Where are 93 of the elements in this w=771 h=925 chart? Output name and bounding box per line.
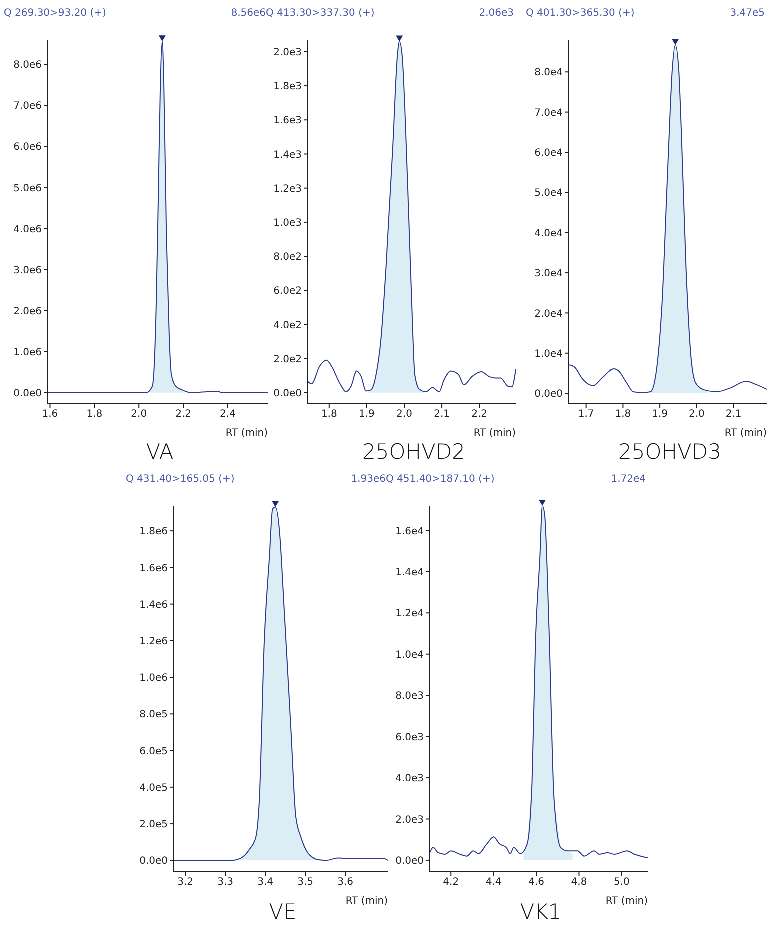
y-tick-label: 1.4e6 xyxy=(140,600,168,611)
x-tick-label: 1.8 xyxy=(615,409,632,420)
y-tick-label: 0.0e0 xyxy=(534,389,563,400)
x-tick-label: 2.1 xyxy=(726,409,742,420)
y-tick-label: 1.8e6 xyxy=(140,526,168,538)
x-tick-label: 2.0 xyxy=(396,409,412,420)
y-tick-label: 8.0e4 xyxy=(534,68,563,79)
y-tick-label: 2.0e2 xyxy=(274,354,302,366)
y-tick-label: 2.0e3 xyxy=(396,814,424,826)
y-tick-label: 4.0e3 xyxy=(396,774,424,785)
y-tick-label: 2.0e3 xyxy=(274,47,302,58)
x-tick-label: 1.7 xyxy=(578,409,594,420)
y-tick-label: 8.0e2 xyxy=(274,252,302,264)
y-tick-label: 1.2e4 xyxy=(396,608,424,620)
x-tick-label: 3.4 xyxy=(258,877,274,888)
x-tick-label: 5.0 xyxy=(614,877,630,888)
y-tick-label: 5.0e6 xyxy=(14,183,42,194)
y-tick-label: 2.0e5 xyxy=(140,820,168,831)
text: VE xyxy=(269,900,297,924)
text: 8.56e6 xyxy=(231,8,266,19)
text: VK1 xyxy=(520,900,562,924)
y-tick-label: 1.6e4 xyxy=(396,526,424,538)
y-tick-label: 1.4e4 xyxy=(396,567,424,578)
y-tick-label: 1.0e6 xyxy=(140,673,168,684)
x-tick-label: 3.5 xyxy=(298,877,314,888)
x-tick-label: 4.2 xyxy=(443,877,460,888)
y-tick-label: 5.0e4 xyxy=(534,188,563,200)
y-tick-label: 3.0e4 xyxy=(534,268,563,280)
y-tick-label: 6.0e3 xyxy=(396,732,424,744)
y-tick-label: 1.0e3 xyxy=(274,218,302,229)
x-tick-label: 2.2 xyxy=(176,409,192,420)
x-tick-label: 1.9 xyxy=(652,409,668,420)
y-tick-label: 6.0e2 xyxy=(274,286,302,298)
y-tick-label: 6.0e4 xyxy=(534,148,563,160)
y-tick-label: 0.0e0 xyxy=(396,856,424,868)
chart-title: Q 413.30>337.30 (+) xyxy=(266,8,375,19)
text: 25OHVD3 xyxy=(618,440,722,464)
chart-title: Q 401.30>365.30 (+) xyxy=(526,8,635,19)
x-tick-label: 2.0 xyxy=(688,409,705,420)
y-tick-label: 1.2e3 xyxy=(274,184,302,195)
x-tick-label: 1.6 xyxy=(42,409,58,420)
text: VA xyxy=(145,440,175,464)
x-tick-label: 2.1 xyxy=(434,409,450,420)
y-tick-label: 1.6e3 xyxy=(274,116,302,127)
y-tick-label: 4.0e5 xyxy=(140,782,168,794)
x-tick-label: 3.2 xyxy=(178,877,194,888)
x-tick-label: 1.8 xyxy=(86,409,103,420)
y-tick-label: 4.0e2 xyxy=(274,320,302,332)
x-tick-label: 2.0 xyxy=(131,409,148,420)
x-axis-title: RT (min) xyxy=(606,896,648,907)
y-tick-label: 2.0e4 xyxy=(534,308,563,320)
y-tick-label: 1.0e4 xyxy=(534,348,563,360)
y-tick-label: 6.0e6 xyxy=(14,142,42,154)
y-tick-label: 7.0e6 xyxy=(14,101,42,112)
y-tick-label: 1.0e6 xyxy=(14,347,42,358)
text: 25OHVD2 xyxy=(362,440,466,464)
y-tick-label: 1.4e3 xyxy=(274,150,302,161)
text: 3.47e5 xyxy=(730,8,765,19)
x-axis-title: RT (min) xyxy=(226,428,268,439)
x-tick-label: 3.3 xyxy=(218,877,234,888)
y-tick-label: 0.0e0 xyxy=(140,856,168,868)
y-tick-label: 1.2e6 xyxy=(140,636,168,648)
x-tick-label: 2.2 xyxy=(472,409,488,420)
x-tick-label: 3.6 xyxy=(338,877,354,888)
x-axis-title: RT (min) xyxy=(724,428,767,439)
y-tick-label: 4.0e6 xyxy=(14,224,42,236)
x-tick-label: 2.4 xyxy=(220,409,236,420)
x-axis-title: RT (min) xyxy=(346,896,388,907)
text: 1.93e6 xyxy=(351,474,386,485)
chart-title: Q 269.30>93.20 (+) xyxy=(4,8,106,19)
y-tick-label: 1.0e4 xyxy=(396,650,424,661)
y-tick-label: 3.0e6 xyxy=(14,265,42,276)
y-tick-label: 2.0e6 xyxy=(14,306,42,318)
text: 1.72e4 xyxy=(611,474,646,485)
y-tick-label: 1.8e3 xyxy=(274,82,302,93)
y-tick-label: 1.6e6 xyxy=(140,563,168,574)
x-tick-label: 4.8 xyxy=(571,877,588,888)
x-axis-title: RT (min) xyxy=(474,428,516,439)
x-tick-label: 4.6 xyxy=(528,877,544,888)
y-tick-label: 8.0e6 xyxy=(14,60,42,72)
y-tick-label: 8.0e3 xyxy=(396,691,424,702)
y-tick-label: 7.0e4 xyxy=(534,108,563,119)
y-tick-label: 0.0e0 xyxy=(274,388,302,400)
x-tick-label: 1.8 xyxy=(321,409,338,420)
x-tick-label: 4.4 xyxy=(486,877,502,888)
x-tick-label: 1.9 xyxy=(358,409,375,420)
chart-title: Q 451.40>187.10 (+) xyxy=(386,474,495,485)
y-tick-label: 0.0e0 xyxy=(14,388,42,400)
text: 2.06e3 xyxy=(479,8,514,19)
chart-title: Q 431.40>165.05 (+) xyxy=(126,474,235,485)
y-tick-label: 6.0e5 xyxy=(140,746,168,758)
y-tick-label: 8.0e5 xyxy=(140,710,168,721)
y-tick-label: 4.0e4 xyxy=(534,228,563,240)
